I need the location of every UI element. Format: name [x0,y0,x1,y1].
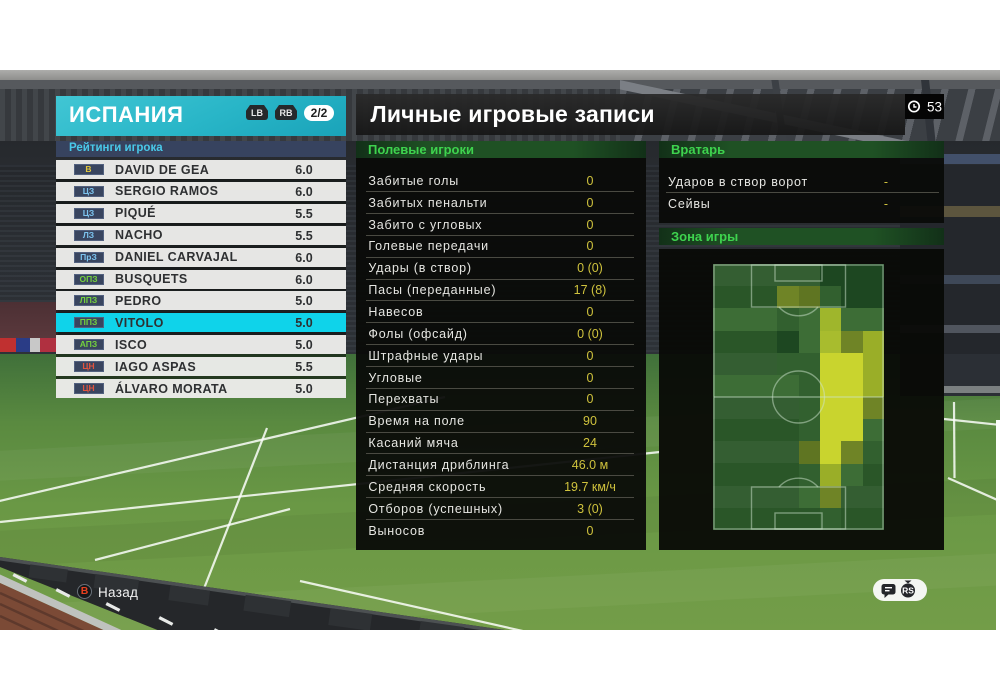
svg-text:RS: RS [902,586,914,596]
